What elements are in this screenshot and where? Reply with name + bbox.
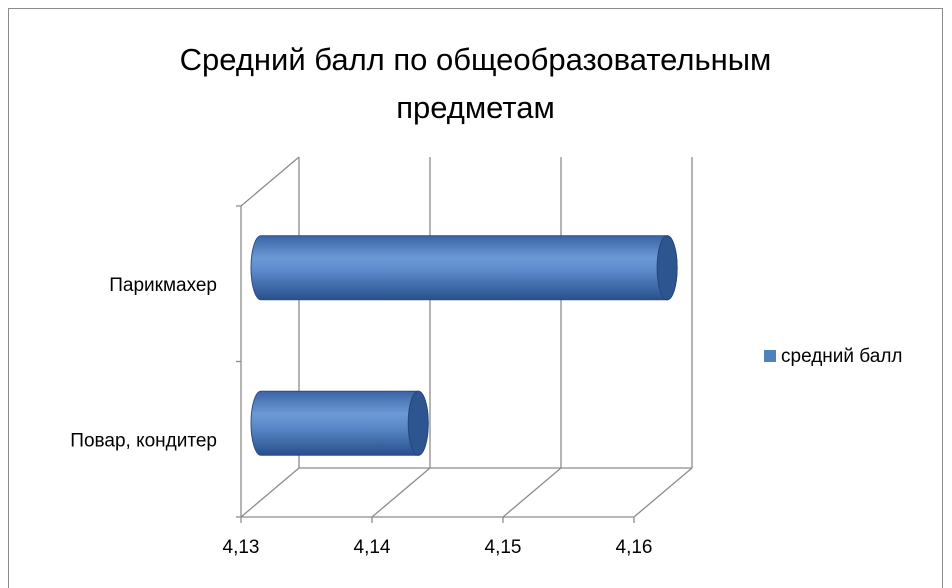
bar-1 [250,235,678,301]
bar-body [250,390,429,456]
gridlines [240,157,693,518]
floor-gridline [240,467,300,518]
x-tick-label: 4,16 [616,537,653,558]
category-label: Повар, кондитер [70,430,217,451]
floor-gridline [633,467,693,518]
x-tick-label: 4,15 [485,537,522,558]
floor-gridline [371,467,431,518]
legend-label: средний балл [781,346,903,367]
bar-end-cap [407,390,429,456]
bars [250,235,678,456]
bar-body [250,235,678,301]
x-tick-label: 4,13 [223,537,260,558]
bar-2 [250,390,429,456]
legend: средний балл [764,346,903,367]
floor-gridline [502,467,562,518]
plot-walls [236,156,692,518]
legend-swatch [764,350,776,362]
category-labels: Парикмахер Повар, кондитер [70,275,217,452]
left-wall-top-edge [240,156,300,207]
x-axis-ticks: 4,13 4,14 4,15 4,16 [223,517,653,558]
bar-end-cap [656,235,678,301]
category-label: Парикмахер [109,275,217,296]
x-tick-label: 4,14 [354,537,391,558]
